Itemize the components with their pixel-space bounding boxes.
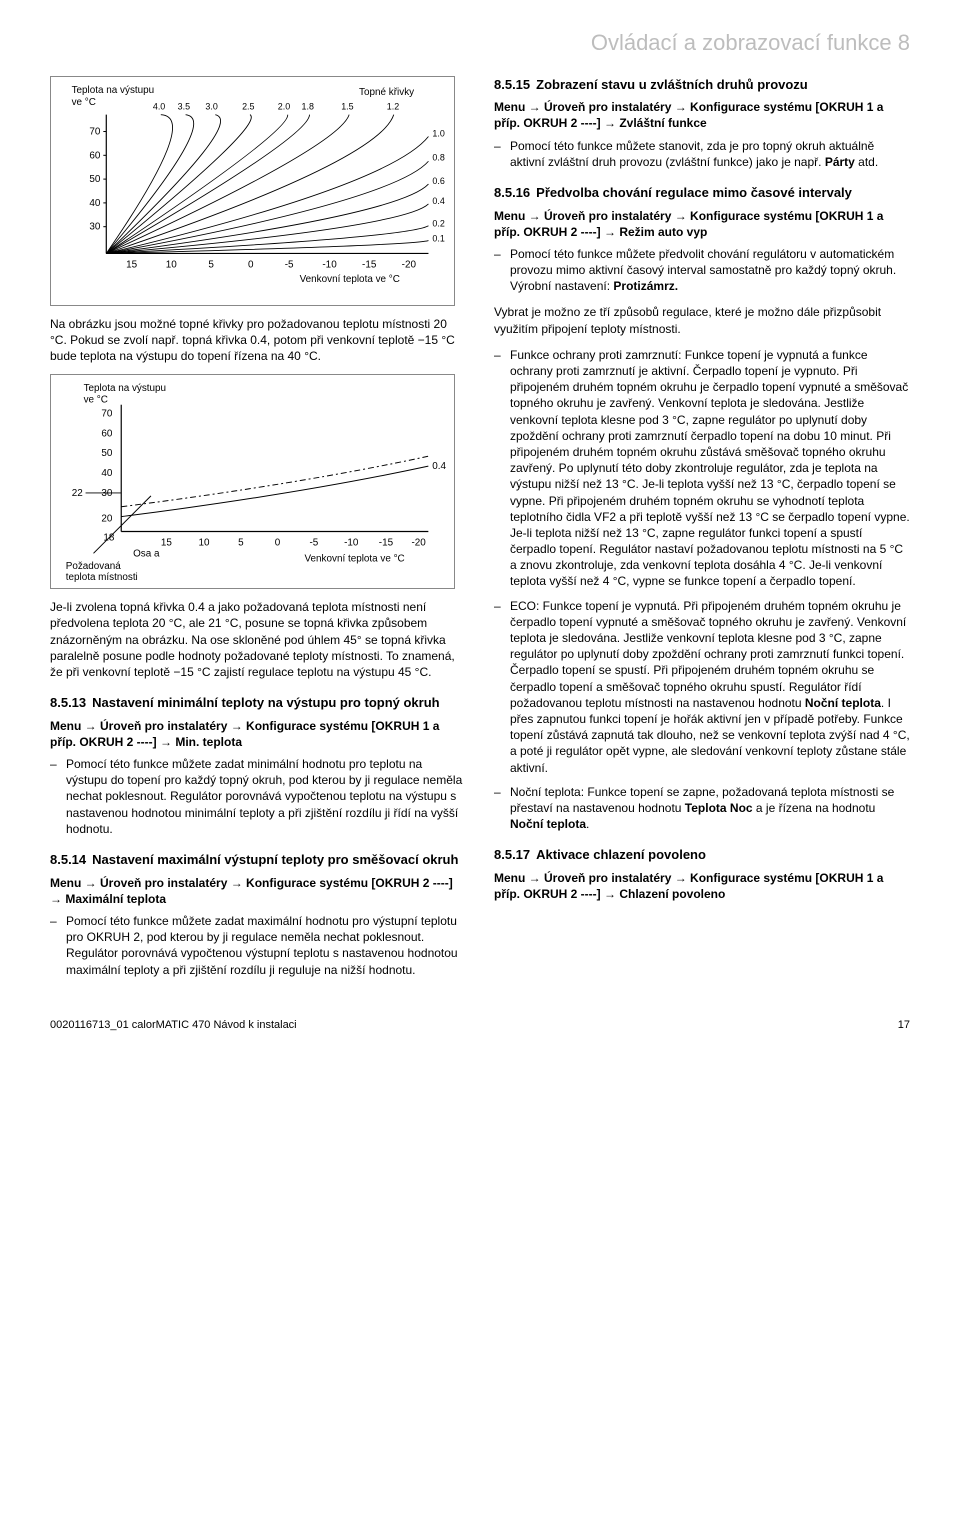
list-item: Pomocí této funkce můžete stanovit, zda … (494, 138, 910, 170)
left-column: 70 60 50 40 30 15 10 5 0 -5 -10 -15 -20 (50, 76, 466, 988)
svg-text:0: 0 (275, 538, 281, 549)
list-item: ECO: Funkce topení je vypnutá. Při připo… (494, 598, 910, 776)
chart1-y-label: Teplota na výstupu (72, 85, 155, 96)
svg-text:4.0: 4.0 (153, 101, 165, 111)
heating-curve-shift-chart: 70 60 50 40 30 20 18 22 15 10 5 0 -5 (50, 374, 455, 589)
section-8-5-14-list: Pomocí této funkce můžete zadat maximáln… (50, 913, 466, 978)
svg-text:5: 5 (238, 538, 244, 549)
svg-text:-10: -10 (344, 538, 359, 549)
list-item: Noční teplota: Funkce topení se zapne, p… (494, 784, 910, 833)
svg-text:60: 60 (101, 429, 113, 440)
section-8-5-15-list: Pomocí této funkce můžete stanovit, zda … (494, 138, 910, 170)
page-footer: 0020116713_01 calorMATIC 470 Návod k ins… (50, 1018, 910, 1033)
svg-text:-5: -5 (285, 259, 294, 270)
svg-text:Požadovaná: Požadovaná (66, 561, 121, 572)
list-item: Funkce ochrany proti zamrznutí: Funkce t… (494, 347, 910, 590)
svg-text:18: 18 (103, 533, 115, 544)
svg-text:50: 50 (89, 174, 101, 185)
svg-text:3.5: 3.5 (178, 101, 190, 111)
svg-text:1.2: 1.2 (387, 101, 399, 111)
svg-text:30: 30 (101, 488, 113, 499)
svg-text:Osa a: Osa a (133, 549, 160, 560)
svg-text:0: 0 (248, 259, 254, 270)
svg-text:1.0: 1.0 (432, 128, 444, 138)
svg-text:-20: -20 (412, 538, 427, 549)
svg-text:10: 10 (166, 259, 178, 270)
svg-text:ve °C: ve °C (84, 395, 108, 406)
heating-curves-chart: 70 60 50 40 30 15 10 5 0 -5 -10 -15 -20 (50, 76, 455, 306)
svg-text:70: 70 (101, 409, 113, 420)
svg-text:30: 30 (89, 221, 101, 232)
svg-text:20: 20 (101, 514, 113, 525)
svg-text:0.4: 0.4 (432, 196, 444, 206)
svg-text:22: 22 (72, 488, 83, 499)
svg-text:Teplota na výstupu: Teplota na výstupu (84, 383, 166, 394)
list-item: Pomocí této funkce můžete zadat minimáln… (50, 756, 466, 837)
svg-text:-15: -15 (362, 259, 377, 270)
svg-text:0.4: 0.4 (432, 461, 446, 472)
footer-left: 0020116713_01 calorMATIC 470 Návod k ins… (50, 1018, 297, 1033)
svg-text:5: 5 (208, 259, 214, 270)
section-8-5-15-heading: 8.5.15 Zobrazení stavu u zvláštních druh… (494, 76, 910, 94)
svg-text:15: 15 (126, 259, 138, 270)
svg-text:-20: -20 (402, 259, 417, 270)
svg-text:70: 70 (89, 126, 101, 137)
section-8-5-16-intro-list: Pomocí této funkce můžete předvolit chov… (494, 246, 910, 295)
section-8-5-17-heading: 8.5.17 Aktivace chlazení povoleno (494, 846, 910, 864)
svg-text:15: 15 (161, 538, 173, 549)
svg-text:ve °C: ve °C (72, 96, 96, 107)
svg-text:1.5: 1.5 (341, 101, 353, 111)
section-8-5-13-menu: Menu → Úroveň pro instalatéry → Konfigur… (50, 718, 466, 750)
list-item: Pomocí této funkce můžete předvolit chov… (494, 246, 910, 295)
section-8-5-17-menu: Menu → Úroveň pro instalatéry → Konfigur… (494, 870, 910, 902)
section-8-5-13-list: Pomocí této funkce můžete zadat minimáln… (50, 756, 466, 837)
section-8-5-16-modes-list: Funkce ochrany proti zamrznutí: Funkce t… (494, 347, 910, 832)
svg-text:0.8: 0.8 (432, 152, 444, 162)
section-8-5-14-menu: Menu → Úroveň pro instalatéry → Konfigur… (50, 875, 466, 907)
section-8-5-16-para2: Vybrat je možno ze tří způsobů regulace,… (494, 304, 910, 336)
svg-text:-10: -10 (322, 259, 337, 270)
list-item: Pomocí této funkce můžete zadat maximáln… (50, 913, 466, 978)
svg-text:0.6: 0.6 (432, 176, 444, 186)
svg-text:-5: -5 (309, 538, 318, 549)
svg-text:-15: -15 (379, 538, 394, 549)
svg-text:Topné křivky: Topné křivky (359, 87, 414, 98)
footer-page-number: 17 (898, 1018, 910, 1033)
right-column: 8.5.15 Zobrazení stavu u zvláštních druh… (494, 76, 910, 988)
svg-text:10: 10 (199, 538, 211, 549)
page-header: Ovládací a zobrazovací funkce 8 (50, 28, 910, 58)
chart1-caption: Na obrázku jsou možné topné křivky pro p… (50, 316, 466, 365)
svg-text:60: 60 (89, 150, 101, 161)
section-8-5-13-heading: 8.5.13 Nastavení minimální teploty na vý… (50, 694, 466, 712)
svg-text:Venkovní teplota ve °C: Venkovní teplota ve °C (300, 274, 400, 285)
section-8-5-15-menu: Menu → Úroveň pro instalatéry → Konfigur… (494, 99, 910, 131)
svg-text:0.1: 0.1 (432, 233, 444, 243)
svg-text:Venkovní teplota ve °C: Venkovní teplota ve °C (305, 554, 405, 565)
svg-text:50: 50 (101, 448, 113, 459)
svg-text:40: 40 (101, 468, 113, 479)
svg-text:2.5: 2.5 (242, 101, 254, 111)
svg-text:40: 40 (89, 198, 101, 209)
svg-text:3.0: 3.0 (205, 101, 217, 111)
svg-text:1.8: 1.8 (302, 101, 314, 111)
svg-text:2.0: 2.0 (278, 101, 290, 111)
svg-text:0.2: 0.2 (432, 218, 444, 228)
svg-text:teplota místnosti: teplota místnosti (66, 572, 138, 583)
chart2-caption: Je-li zvolena topná křivka 0.4 a jako po… (50, 599, 466, 680)
section-8-5-16-heading: 8.5.16 Předvolba chování regulace mimo č… (494, 184, 910, 202)
section-8-5-14-heading: 8.5.14 Nastavení maximální výstupní tepl… (50, 851, 466, 869)
section-8-5-16-menu: Menu → Úroveň pro instalatéry → Konfigur… (494, 208, 910, 240)
